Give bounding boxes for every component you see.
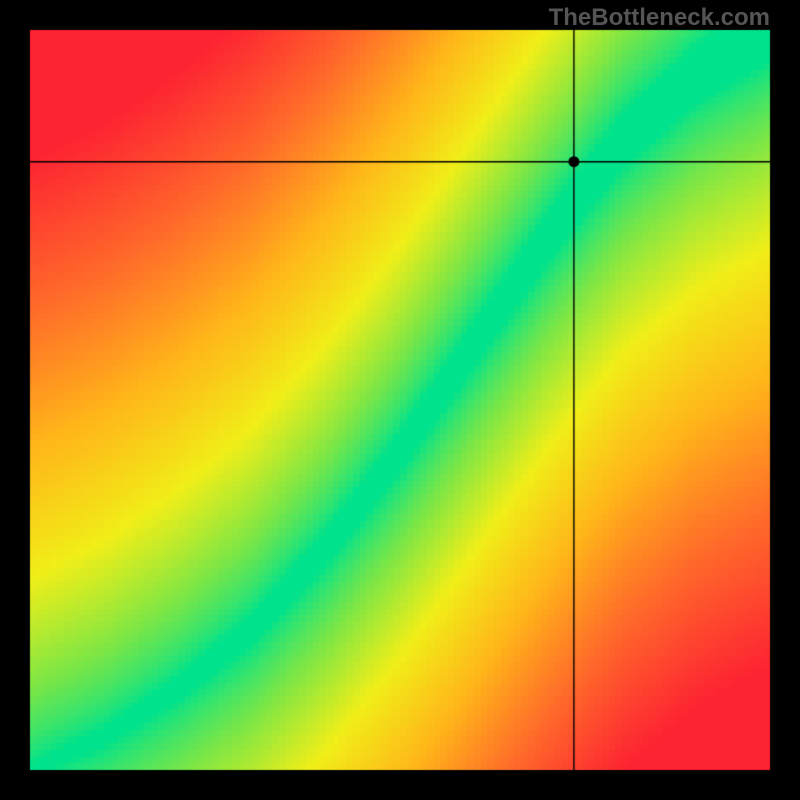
bottleneck-heatmap xyxy=(0,0,800,800)
watermark-text: TheBottleneck.com xyxy=(549,4,770,32)
chart-container: TheBottleneck.com xyxy=(0,0,800,800)
